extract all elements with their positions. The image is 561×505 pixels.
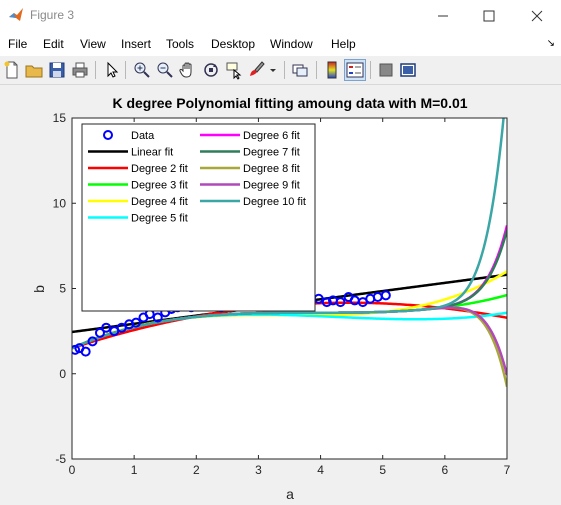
new-figure-icon[interactable] [2, 60, 22, 80]
menu-view[interactable]: View [80, 37, 106, 51]
rotate-3d-icon[interactable] [201, 60, 221, 80]
y-tick-label: 0 [59, 367, 66, 381]
data-point [321, 297, 332, 308]
menu-window[interactable]: Window [270, 37, 313, 51]
data-point [131, 317, 142, 328]
x-tick-label: 2 [193, 463, 200, 477]
menu-expand-arrow-icon[interactable]: ↘ [546, 38, 555, 49]
axes-box [71, 117, 508, 460]
menu-file[interactable]: File [8, 37, 28, 51]
legend-label: Data [131, 130, 155, 142]
x-tick-label: 3 [255, 463, 262, 477]
plot-svg[interactable]: K degree Polynomial fitting amoung data … [0, 85, 561, 505]
open-file-icon[interactable] [24, 60, 44, 80]
brush-icon[interactable] [247, 60, 267, 80]
legend-label: Degree 10 fit [243, 196, 306, 208]
legend-label: Degree 8 fit [243, 163, 300, 175]
y-tick-label: -5 [55, 452, 66, 466]
insert-colorbar-icon[interactable] [322, 60, 342, 80]
toolbar-separator [284, 61, 285, 79]
data-point [87, 336, 98, 347]
data-cursor-icon[interactable] [224, 60, 244, 80]
save-icon[interactable] [47, 60, 67, 80]
hide-plot-tools-icon[interactable] [376, 60, 396, 80]
menu-desktop[interactable]: Desktop [211, 37, 256, 51]
legend[interactable]: Data Linear fit Degree 2 fit Degree 3 fit De… [81, 123, 316, 312]
menu-help[interactable]: Help [331, 37, 356, 51]
figure-canvas[interactable]: K degree Polynomial fitting amoung data … [0, 85, 561, 505]
minimize-button[interactable] [420, 0, 466, 32]
legend-label: Degree 3 fit [131, 180, 188, 192]
toolbar-separator [370, 61, 371, 79]
print-icon[interactable] [70, 60, 90, 80]
x-tick-label: 5 [379, 463, 386, 477]
menu-tools[interactable]: Tools [166, 37, 195, 51]
menu-insert[interactable]: Insert [121, 37, 152, 51]
pan-hand-icon[interactable] [178, 60, 198, 80]
chart-title: K degree Polynomial fitting amoung data … [112, 95, 467, 111]
legend-label: Linear fit [131, 147, 173, 159]
figure-toolbar [0, 56, 561, 85]
legend-label: Degree 9 fit [243, 180, 300, 192]
zoom-in-icon[interactable] [132, 60, 152, 80]
menu-edit[interactable]: Edit [43, 37, 64, 51]
toolbar-separator [95, 61, 96, 79]
legend-label: Degree 4 fit [131, 196, 188, 208]
menu-bar: File Edit View Insert Tools Desktop Wind… [0, 32, 561, 56]
series-line-10 [72, 118, 505, 350]
x-tick-label: 1 [131, 463, 138, 477]
x-tick-label: 7 [504, 463, 511, 477]
pointer-icon[interactable] [102, 60, 122, 80]
y-axis-label: b [31, 285, 47, 293]
data-point [101, 322, 112, 333]
y-tick-label: 5 [59, 282, 66, 296]
x-axis-label: a [286, 486, 294, 502]
data-point [94, 327, 105, 338]
close-button[interactable] [514, 0, 560, 32]
zoom-out-icon[interactable] [155, 60, 175, 80]
toolbar-separator [316, 61, 317, 79]
y-tick-label: 15 [53, 111, 67, 125]
data-point [152, 312, 163, 323]
data-point [80, 346, 91, 357]
data-point [335, 297, 346, 308]
data-point [380, 290, 391, 301]
show-plot-tools-icon[interactable] [398, 60, 418, 80]
legend-label: Degree 5 fit [131, 213, 188, 225]
x-tick-label: 0 [69, 463, 76, 477]
legend-label: Degree 6 fit [243, 130, 300, 142]
close-icon [531, 10, 543, 22]
x-tick-label: 6 [442, 463, 449, 477]
brush-dropdown-icon[interactable] [267, 60, 279, 80]
y-tick-label: 10 [53, 196, 67, 210]
legend-marker-data [103, 130, 113, 140]
link-plot-icon[interactable] [290, 60, 310, 80]
maximize-icon [483, 10, 495, 22]
matlab-icon [9, 8, 23, 21]
x-tick-label: 4 [317, 463, 324, 477]
toolbar-separator [125, 61, 126, 79]
minimize-icon [438, 15, 448, 17]
legend-label: Degree 7 fit [243, 147, 300, 159]
window-title: Figure 3 [30, 8, 75, 22]
maximize-button[interactable] [466, 0, 512, 32]
insert-legend-icon[interactable] [344, 59, 366, 81]
legend-label: Degree 2 fit [131, 163, 188, 175]
title-bar: Figure 3 [0, 0, 561, 32]
